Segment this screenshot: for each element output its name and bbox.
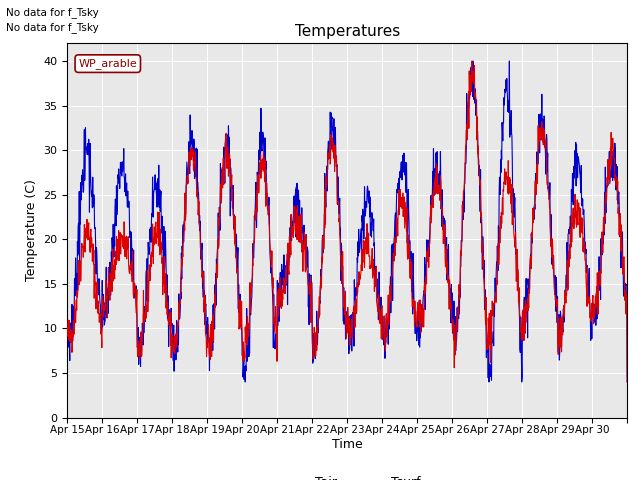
Text: No data for f_Tsky: No data for f_Tsky bbox=[6, 22, 99, 33]
Title: Temperatures: Temperatures bbox=[294, 24, 400, 39]
X-axis label: Time: Time bbox=[332, 438, 363, 451]
Y-axis label: Temperature (C): Temperature (C) bbox=[25, 180, 38, 281]
Text: WP_arable: WP_arable bbox=[79, 58, 137, 69]
Text: No data for f_Tsky: No data for f_Tsky bbox=[6, 7, 99, 18]
Legend: Tair, Tsurf: Tair, Tsurf bbox=[269, 471, 426, 480]
